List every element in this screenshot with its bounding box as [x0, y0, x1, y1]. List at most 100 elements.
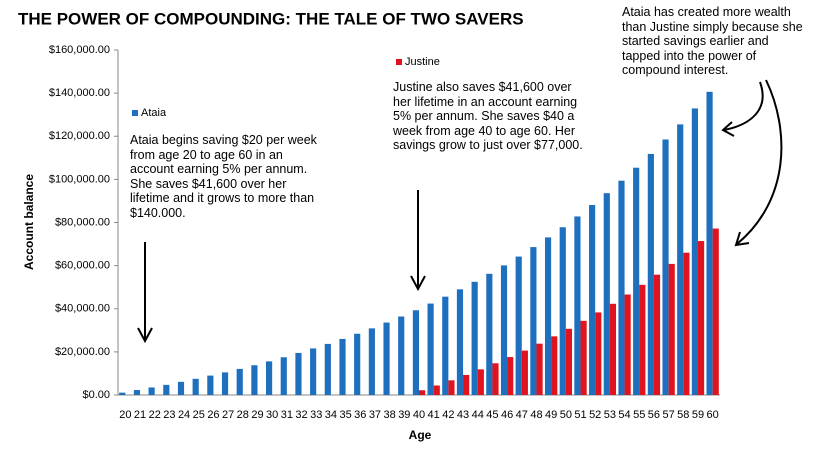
bar — [647, 153, 654, 395]
bar — [192, 378, 199, 395]
arrow — [734, 79, 783, 247]
bar — [368, 328, 375, 395]
x-axis-label: Age — [409, 428, 432, 442]
bar — [530, 247, 537, 395]
x-tick-label: 22 — [149, 409, 161, 421]
bar — [383, 322, 390, 395]
y-axis-label: Account balance — [22, 174, 36, 270]
x-tick-label: 33 — [310, 409, 322, 421]
bar — [544, 237, 552, 395]
arrow — [721, 81, 764, 137]
y-tick-label: $100,000.00 — [49, 173, 110, 185]
x-tick-label: 55 — [633, 409, 645, 421]
x-tick-label: 45 — [486, 409, 498, 421]
x-tick-label: 37 — [369, 409, 381, 421]
bar — [551, 336, 558, 395]
bar — [419, 390, 426, 395]
x-tick-label: 20 — [119, 409, 131, 421]
x-tick-label: 26 — [207, 409, 219, 421]
bar — [536, 343, 543, 395]
bar — [653, 274, 661, 395]
bar — [236, 368, 243, 395]
bar — [589, 205, 596, 395]
x-tick-label: 53 — [604, 409, 616, 421]
bar — [148, 387, 155, 395]
bar — [515, 256, 522, 395]
x-tick-label: 23 — [163, 409, 175, 421]
x-tick-label: 44 — [472, 409, 484, 421]
bar — [595, 312, 602, 395]
arrow — [410, 190, 426, 292]
x-tick-label: 29 — [251, 409, 263, 421]
bar — [565, 328, 572, 395]
bar — [119, 392, 126, 395]
bar — [266, 361, 273, 395]
bar — [471, 281, 478, 395]
arrows — [137, 79, 783, 344]
bar — [492, 363, 499, 395]
x-tick-label: 21 — [134, 409, 146, 421]
bar — [251, 365, 258, 395]
bar — [412, 310, 419, 395]
bar — [448, 380, 455, 395]
bar — [133, 390, 141, 395]
annotation: Justine also saves $41,600 over her life… — [393, 80, 583, 152]
bar — [691, 108, 698, 395]
x-tick-label: 48 — [530, 409, 542, 421]
bar — [662, 139, 669, 395]
bar — [712, 228, 719, 395]
x-tick-label: 43 — [457, 409, 469, 421]
bar — [500, 265, 508, 395]
x-tick-label: 54 — [618, 409, 630, 421]
bar — [580, 320, 587, 395]
bar — [295, 352, 302, 395]
x-tick-label: 42 — [442, 409, 454, 421]
legend-label: Justine — [405, 56, 440, 68]
x-tick-label: 25 — [193, 409, 205, 421]
x-tick-label: 32 — [295, 409, 307, 421]
bar — [177, 381, 185, 395]
x-tick-label: 28 — [237, 409, 249, 421]
x-tick-label: 46 — [501, 409, 513, 421]
bar — [442, 296, 449, 395]
arrow — [137, 242, 153, 344]
bar — [221, 372, 229, 395]
y-tick-label: $140,000.00 — [49, 87, 110, 99]
x-tick-label: 34 — [325, 409, 337, 421]
bar — [574, 216, 581, 395]
x-tick-label: 49 — [545, 409, 557, 421]
bar — [559, 227, 566, 395]
x-tick-label: 60 — [707, 409, 719, 421]
bar — [668, 263, 675, 395]
x-tick-label: 24 — [178, 409, 190, 421]
x-tick-label: 47 — [516, 409, 528, 421]
x-tick-label: 30 — [266, 409, 278, 421]
bar — [207, 375, 214, 395]
bar — [609, 303, 617, 395]
annotation: Ataia has created more wealth than Justi… — [622, 5, 803, 77]
bar — [706, 91, 713, 396]
x-tick-label: 36 — [354, 409, 366, 421]
x-tick-label: 40 — [413, 409, 425, 421]
y-tick-label: $160,000.00 — [49, 44, 110, 56]
x-tick-label: 27 — [222, 409, 234, 421]
bar — [433, 385, 440, 395]
y-tick-label: $40,000.00 — [55, 303, 110, 315]
bar — [618, 180, 625, 395]
bar — [677, 124, 684, 395]
bar — [310, 348, 317, 395]
x-tick-label: 35 — [339, 409, 351, 421]
bar — [507, 357, 514, 395]
legend-swatch — [396, 59, 402, 65]
x-tick-label: 51 — [574, 409, 586, 421]
y-tick-label: $20,000.00 — [55, 346, 110, 358]
bar — [477, 369, 484, 395]
bar — [624, 294, 631, 395]
bar — [163, 384, 170, 395]
bar — [324, 343, 331, 395]
annotation: Ataia begins saving $20 per week from ag… — [130, 133, 317, 220]
bar — [603, 193, 610, 395]
x-tick-label: 38 — [384, 409, 396, 421]
